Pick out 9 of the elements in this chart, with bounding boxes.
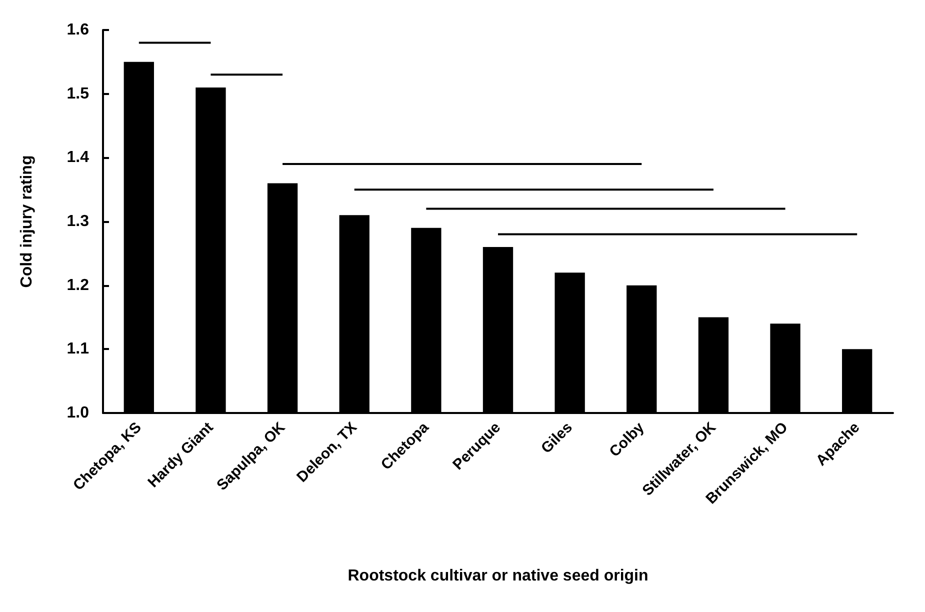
- y-tick-label: 1.4: [66, 149, 90, 166]
- y-tick-label: 1.1: [66, 340, 90, 358]
- y-tick-label: 1.0: [66, 404, 90, 422]
- y-tick-label: 1.3: [66, 213, 90, 230]
- y-tick-label: 1.5: [66, 85, 90, 102]
- x-axis-title: Rootstock cultivar or native seed origin: [348, 568, 648, 584]
- y-axis-title: Cold injury rating: [18, 155, 36, 288]
- y-tick-label: 1.6: [66, 22, 90, 38]
- y-tick-label: 1.2: [66, 276, 90, 294]
